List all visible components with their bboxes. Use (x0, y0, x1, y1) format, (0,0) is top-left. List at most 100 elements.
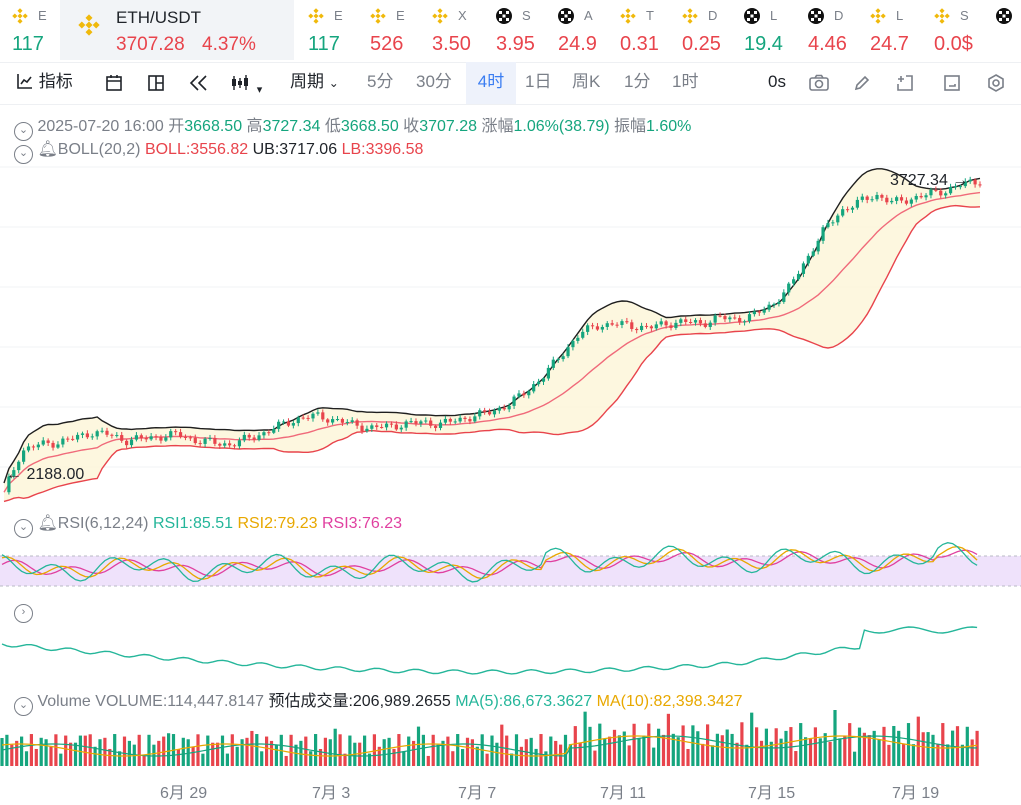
binance-icon (682, 8, 698, 24)
ticker-name: L (770, 8, 778, 23)
interval-1h[interactable]: 1时 (672, 72, 699, 91)
candle (649, 325, 653, 332)
interval-5m[interactable]: 5分 (367, 72, 394, 91)
ticker-item[interactable]: X 3.50 (432, 0, 480, 62)
interval-1m[interactable]: 1分 (624, 72, 651, 91)
volume-bar (779, 738, 783, 766)
volume-bar (338, 734, 342, 766)
volume-value: VOLUME:114,447.8147 (95, 693, 264, 710)
ticker-item[interactable]: 已 (996, 0, 1021, 62)
volume-chart[interactable] (0, 710, 1021, 768)
candle (600, 324, 604, 333)
chevron-right-icon[interactable]: › (14, 604, 33, 623)
bell-icon[interactable]: 🔔︎ (37, 141, 58, 158)
candle (669, 322, 673, 331)
ticker-item[interactable]: T 0.31 (620, 0, 668, 62)
volume-bar (358, 742, 362, 766)
candle (674, 319, 678, 330)
candle (198, 440, 202, 447)
ticker-bar: E 117 ETH/USDT 3707.28 4.37% E 117 E 526 X 3.50 S 3.… (0, 0, 1021, 63)
boll-lower-line (3, 204, 981, 503)
candle (924, 193, 928, 201)
volume-bar (333, 728, 337, 766)
fullscreen-button[interactable] (942, 62, 962, 104)
candle (821, 225, 825, 244)
volume-bar (255, 734, 259, 766)
ticker-item[interactable]: S 0.0$ (934, 0, 982, 62)
candle (453, 418, 457, 425)
chart-type-button[interactable]: ▾ (230, 62, 262, 104)
indicators-button[interactable]: 指标 (16, 62, 73, 104)
screenshot-button[interactable] (808, 62, 830, 104)
candle (213, 435, 217, 447)
draw-button[interactable] (852, 62, 872, 104)
candle (36, 441, 40, 451)
volume-bar (652, 747, 656, 766)
boll-legend: ⌄ 🔔︎BOLL(20,2) BOLL:3556.82 UB:3717.06 L… (14, 139, 423, 164)
collapse-toggle-icon[interactable]: ⌄ (14, 145, 33, 164)
candle (90, 433, 94, 440)
volume-bar (867, 735, 871, 766)
volume-bar (627, 745, 631, 766)
volume-bar (93, 746, 97, 766)
interval-30m[interactable]: 30分 (416, 72, 452, 91)
candle (605, 321, 609, 331)
layout-button[interactable] (104, 62, 124, 104)
volume-bar (735, 742, 739, 766)
candle (272, 425, 276, 435)
rsi3-line (1, 549, 978, 577)
candle (944, 191, 948, 199)
candle (610, 319, 614, 327)
indicator-collapsed-toggle[interactable]: › (14, 602, 33, 623)
ticker-item[interactable]: L 24.7 (870, 0, 918, 62)
rewind-button[interactable] (188, 62, 210, 104)
candle (100, 427, 104, 434)
countdown-label: 0s (768, 72, 786, 91)
indicator-line-chart[interactable] (0, 620, 1021, 682)
volume-bar (392, 748, 396, 766)
settings-button[interactable] (986, 62, 1006, 104)
add-panel-button[interactable] (895, 62, 915, 104)
ticker-item[interactable]: E 526 (370, 0, 418, 62)
rsi-chart[interactable] (0, 538, 1021, 592)
volume-bar (211, 742, 215, 766)
interval-1d[interactable]: 1日 (525, 72, 552, 91)
candle (316, 409, 320, 416)
candle (836, 213, 840, 226)
ticker-item[interactable]: D 0.25 (682, 0, 730, 62)
ticker-price: 19.4 (744, 33, 783, 55)
volume-bar (230, 734, 234, 766)
okx-icon (808, 8, 824, 24)
volume-bar (544, 751, 548, 766)
volume-bar (838, 738, 842, 766)
candle (448, 417, 452, 425)
candle (174, 429, 178, 436)
volume-bar (843, 736, 847, 766)
ticker-active[interactable]: ETH/USDT 3707.28 4.37% (60, 0, 294, 60)
split-view-button[interactable] (146, 62, 166, 104)
ticker-item[interactable]: S 3.95 (496, 0, 544, 62)
candle (188, 435, 192, 441)
period-dropdown[interactable]: 周期 ⌄ (290, 62, 339, 104)
ticker-item[interactable]: D 4.46 (808, 0, 856, 62)
ticker-item[interactable]: E 117 (308, 0, 356, 62)
candle (541, 377, 546, 386)
boll-mid: BOLL:3556.82 (144, 141, 249, 158)
candle (718, 312, 722, 318)
interval-1w[interactable]: 周K (572, 72, 601, 91)
ticker-item[interactable]: E 117 (12, 0, 60, 62)
volume-bar (578, 742, 582, 766)
collapse-toggle-icon[interactable]: ⌄ (14, 519, 33, 538)
interval-4h[interactable]: 4时 (466, 62, 516, 104)
candle (237, 437, 242, 449)
ticker-item[interactable]: A 24.9 (558, 0, 606, 62)
candle (46, 438, 50, 447)
candle (713, 313, 717, 326)
ticker-item[interactable]: L 19.4 (744, 0, 792, 62)
bell-icon[interactable]: 🔔︎ (37, 515, 58, 532)
volume-bar (201, 753, 205, 766)
candle (31, 444, 36, 451)
volume-bar (78, 735, 82, 766)
price-chart[interactable] (0, 165, 1021, 505)
volume-bar (309, 751, 313, 766)
